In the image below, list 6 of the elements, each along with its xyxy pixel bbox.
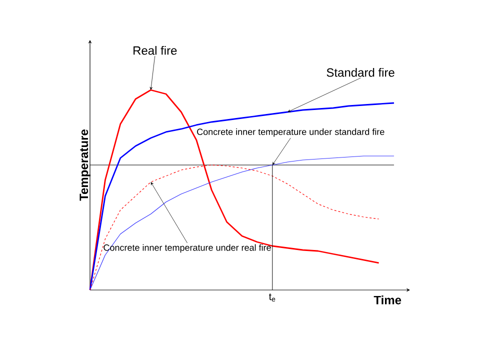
text: t$_{e}$ (268, 294, 276, 302)
text: Standard fire (326, 68, 394, 77)
text: Concrete inner temperature under standard fire (197, 128, 384, 137)
text: Real fire (134, 46, 177, 55)
x-axis-title: Time (374, 296, 402, 304)
y-axis-title: Temperature (80, 130, 90, 201)
